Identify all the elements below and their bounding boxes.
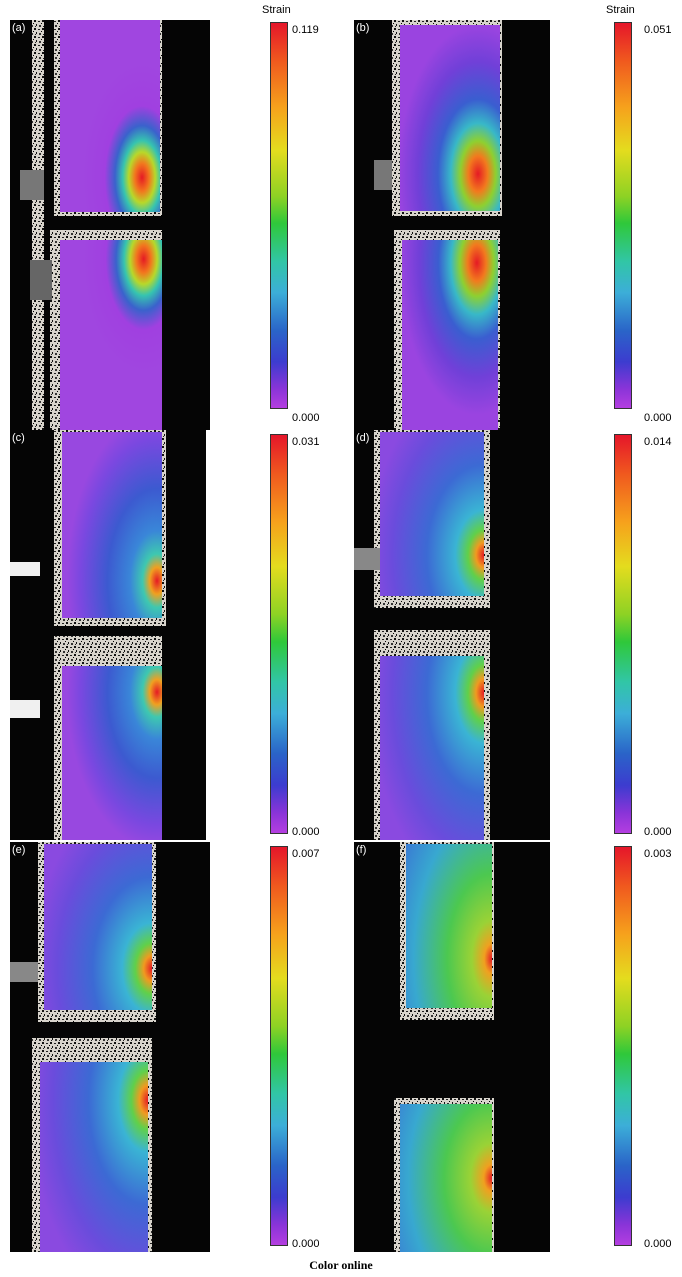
strain-map-a: (a)	[10, 20, 210, 430]
colorbar-max: 0.051	[644, 24, 672, 36]
colorbar	[614, 846, 632, 1246]
colorbar	[270, 22, 288, 409]
colorbar-min: 0.000	[292, 1238, 320, 1250]
strain-map-f: (f)	[354, 842, 550, 1252]
colorbar-max: 0.014	[644, 436, 672, 448]
strain-map-d: (d)	[354, 430, 550, 840]
colorbar	[270, 434, 288, 834]
strain-map-b: (b)	[354, 20, 550, 430]
caption: Color online	[309, 1258, 373, 1272]
colorbar	[614, 22, 632, 409]
strain-map-c: (c)	[10, 430, 206, 840]
colorbar-min: 0.000	[644, 826, 672, 838]
specimen-image	[354, 430, 490, 840]
panel-label: (c)	[12, 432, 25, 444]
colorbar-max: 0.031	[292, 436, 320, 448]
colorbar-min: 0.000	[644, 1238, 672, 1250]
colorbar-title: Strain	[606, 4, 635, 16]
colorbar-max: 0.007	[292, 848, 320, 860]
panel-label: (d)	[356, 432, 370, 444]
panel-label: (e)	[12, 844, 26, 856]
specimen-image	[394, 842, 494, 1252]
colorbar-min: 0.000	[292, 412, 320, 424]
specimen-image	[10, 430, 166, 840]
panel-label: (b)	[356, 22, 370, 34]
colorbar-title: Strain	[262, 4, 291, 16]
specimen-image	[10, 842, 156, 1252]
colorbar-max: 0.119	[292, 24, 319, 36]
panel-label: (f)	[356, 844, 367, 856]
colorbar-max: 0.003	[644, 848, 672, 860]
strain-map-e: (e)	[10, 842, 210, 1252]
colorbar-min: 0.000	[292, 826, 320, 838]
specimen-image	[374, 20, 502, 430]
specimen-image	[20, 20, 162, 430]
panel-label: (a)	[12, 22, 26, 34]
colorbar	[614, 434, 632, 834]
colorbar	[270, 846, 288, 1246]
colorbar-min: 0.000	[644, 412, 672, 424]
